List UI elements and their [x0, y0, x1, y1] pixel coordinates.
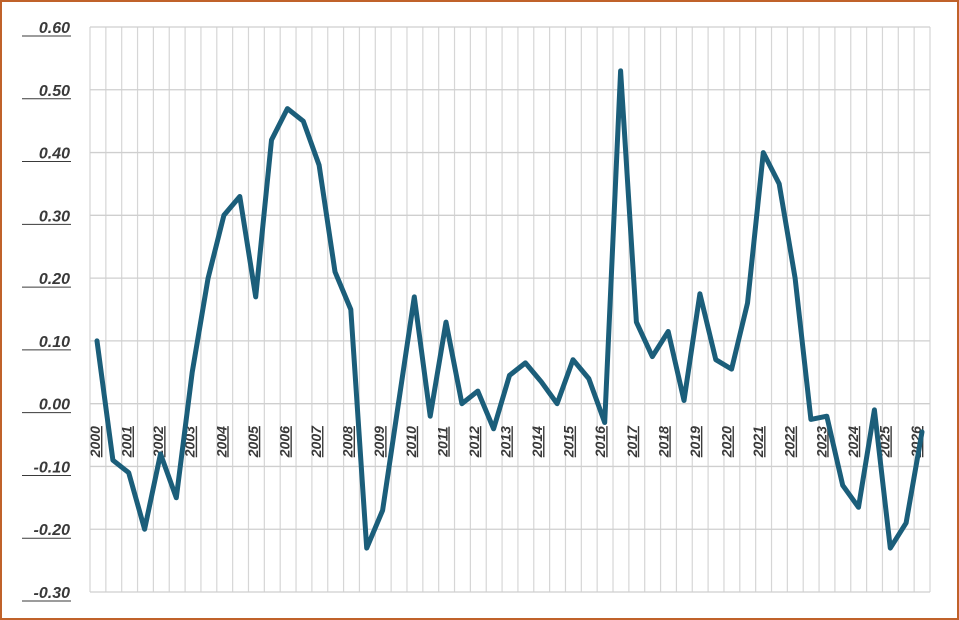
- y-tick-label: 0.10: [39, 334, 70, 351]
- x-tick-label: 2021: [750, 426, 766, 458]
- x-tick-label: 2024: [845, 426, 861, 458]
- x-tick-label: 2018: [655, 426, 671, 458]
- x-tick-label: 2011: [434, 426, 450, 457]
- series-line: [94, 68, 925, 551]
- y-tick-label: 0.60: [39, 20, 70, 37]
- x-tick-label: 2012: [466, 426, 482, 458]
- y-tick-label: 0.00: [39, 397, 70, 414]
- x-tick-label: 2005: [245, 426, 261, 458]
- x-axis-tick-labels: 2000 2001 2002 2003 2004 2005 2006 2007 2008 2009…: [87, 425, 924, 458]
- y-tick-label: 0.30: [39, 208, 70, 225]
- x-tick-label: 2006: [276, 426, 292, 458]
- vertical-gridlines: [89, 27, 931, 592]
- x-tick-label: 2017: [624, 425, 640, 458]
- y-tick-label: -0.30: [34, 585, 71, 602]
- x-tick-label: 2015: [561, 426, 577, 458]
- horizontal-gridlines: [90, 26, 930, 593]
- y-tick-label: -0.10: [34, 459, 71, 476]
- x-tick-label: 2016: [592, 426, 608, 458]
- x-tick-label: 2004: [213, 426, 229, 458]
- y-tick-label: 0.40: [39, 146, 70, 163]
- y-axis-tick-labels: 0.60 0.50 0.40 0.30 0.20 0.10 0.00 -0.10 -0.20 -0…: [22, 20, 71, 602]
- y-tick-label: 0.20: [39, 271, 70, 288]
- x-tick-label: 2009: [371, 426, 387, 458]
- x-tick-label: 2002: [150, 426, 166, 458]
- x-tick-label: 2013: [498, 426, 514, 458]
- x-tick-label: 2023: [813, 426, 829, 458]
- x-tick-label: 2001: [119, 426, 135, 458]
- x-tick-label: 2008: [340, 426, 356, 458]
- x-tick-label: 2022: [782, 426, 798, 458]
- x-tick-label: 2007: [308, 425, 324, 458]
- y-tick-label: -0.20: [34, 522, 71, 539]
- x-tick-label: 2010: [403, 426, 419, 458]
- x-tick-label: 2019: [687, 426, 703, 458]
- y-tick-label: 0.50: [39, 83, 70, 100]
- x-tick-label: 2000: [87, 426, 103, 458]
- x-tick-label: 2014: [529, 426, 545, 458]
- x-tick-label: 2020: [719, 426, 735, 458]
